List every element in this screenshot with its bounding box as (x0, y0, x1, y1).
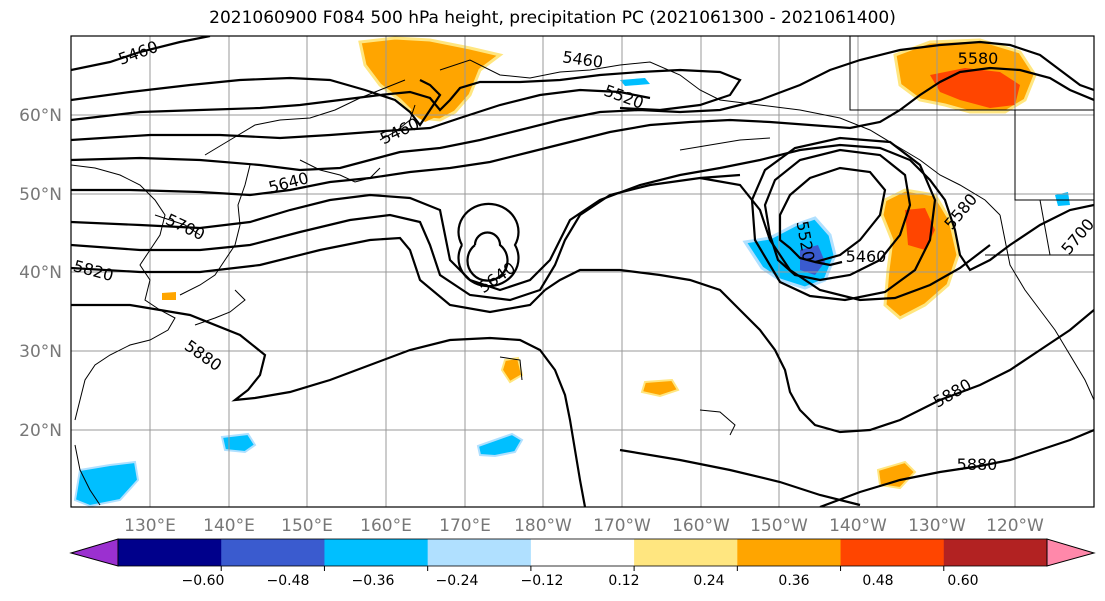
lon-label: 140°W (829, 516, 887, 536)
colorbar-tick-label: 0.24 (693, 573, 724, 589)
colorbar-tick-label: −0.12 (521, 573, 564, 589)
colorbar-box (221, 539, 325, 566)
colorbar-box (840, 539, 945, 566)
contour-label: 5580 (958, 49, 999, 68)
colorbar-max-extension (1046, 538, 1096, 567)
colorbar-tick-label: −0.36 (352, 573, 395, 589)
lon-label: 170°W (593, 516, 651, 536)
colorbar-tick-label: 0.36 (778, 573, 809, 589)
colorbar-min-extension (69, 538, 119, 567)
negative-precip-anomalies (73, 78, 1070, 507)
height-contours (71, 36, 1094, 507)
colorbar-box (427, 539, 532, 566)
lon-label: 180°W (514, 516, 572, 536)
lon-label: 150°W (750, 516, 808, 536)
colorbar-tick-label: 0.12 (608, 573, 639, 589)
lon-label: 170°E (439, 516, 491, 536)
colorbar-tick-label: −0.24 (436, 573, 479, 589)
map-border (70, 35, 1095, 508)
colorbar-tick-label: 0.48 (862, 573, 893, 589)
longitude-labels: 130°E 140°E 150°E 160°E 170°E 180°W 170°… (124, 516, 1044, 536)
colorbar-box (737, 539, 842, 566)
map-title: 2021060900 F084 500 hPa height, precipit… (209, 8, 896, 28)
lat-label: 60°N (19, 106, 62, 126)
lon-label: 140°E (203, 516, 255, 536)
coastlines (71, 36, 1094, 506)
latitude-labels: 60°N 50°N 40°N 30°N 20°N (19, 106, 62, 441)
lat-label: 30°N (19, 342, 62, 362)
lon-label: 130°E (124, 516, 176, 536)
contour-label: 5880 (957, 455, 998, 474)
lon-label: 130°W (908, 516, 966, 536)
lat-label: 50°N (19, 185, 62, 205)
colorbar-box (943, 539, 1048, 566)
colorbar-box (324, 539, 429, 566)
colorbar-tick-label: −0.48 (267, 573, 310, 589)
lat-label: 40°N (19, 263, 62, 283)
colorbar-box (118, 539, 222, 566)
lon-label: 160°E (360, 516, 412, 536)
colorbar: −0.60 −0.48 −0.36 −0.24 −0.12 0.12 0.24 … (69, 538, 1096, 589)
lon-label: 120°W (986, 516, 1044, 536)
lon-label: 150°E (281, 516, 333, 536)
contour-label: 5460 (846, 247, 887, 266)
lon-label: 160°W (672, 516, 730, 536)
colorbar-tick-label: −0.60 (182, 573, 225, 589)
colorbar-box (634, 539, 738, 566)
colorbar-box (530, 539, 635, 566)
lat-label: 20°N (19, 421, 62, 441)
colorbar-tick-label: 0.60 (947, 573, 978, 589)
